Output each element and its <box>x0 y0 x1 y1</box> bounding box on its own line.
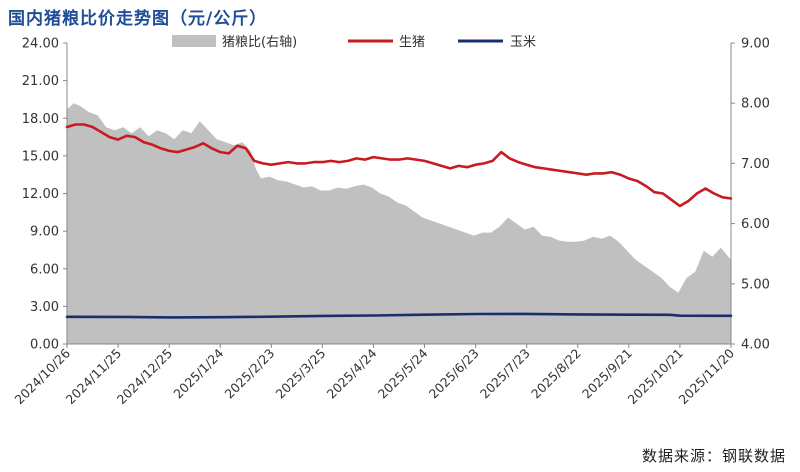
x-tick-label: 2025/7/23 <box>477 346 533 402</box>
x-tick-label: 2025/1/24 <box>170 345 226 401</box>
legend-label-1: 生猪 <box>399 35 425 50</box>
left-tick-label: 0.00 <box>30 338 59 353</box>
right-tick-label: 5.00 <box>741 277 770 292</box>
left-tick-label: 24.00 <box>22 37 59 52</box>
x-tick-label: 2025/6/23 <box>426 346 482 402</box>
right-tick-label: 4.00 <box>741 338 770 353</box>
x-tick-label: 2025/11/20 <box>676 345 738 407</box>
chart-title: 国内猪粮比价走势图（元/公斤） <box>8 9 268 29</box>
x-tick-label: 2025/5/24 <box>375 345 431 401</box>
series-area-0 <box>67 103 731 344</box>
x-tick-label: 2025/8/22 <box>528 346 584 402</box>
legend-label-0: 猪粮比(右轴) <box>222 35 297 50</box>
left-tick-label: 6.00 <box>30 262 59 277</box>
left-tick-label: 15.00 <box>22 149 59 164</box>
data-source: 数据来源：钢联数据 <box>641 447 786 465</box>
x-tick-label: 2025/2/23 <box>222 346 278 402</box>
right-tick-label: 9.00 <box>741 37 770 52</box>
left-tick-label: 9.00 <box>30 225 59 240</box>
legend-label-2: 玉米 <box>510 35 536 50</box>
series-line-2 <box>65 312 733 319</box>
right-tick-label: 7.00 <box>741 157 770 172</box>
x-tick-label: 2025/4/24 <box>324 345 380 401</box>
left-tick-label: 3.00 <box>30 300 59 315</box>
x-tick-label: 2024/12/25 <box>114 346 176 408</box>
right-tick-label: 8.00 <box>741 97 770 112</box>
left-tick-label: 21.00 <box>22 74 59 89</box>
x-tick-label: 2025/3/25 <box>273 346 329 402</box>
series-line-1 <box>65 123 733 208</box>
left-tick-label: 12.00 <box>22 187 59 202</box>
legend-swatch-0 <box>172 35 216 47</box>
left-tick-label: 18.00 <box>22 112 59 127</box>
right-tick-label: 6.00 <box>741 217 770 232</box>
